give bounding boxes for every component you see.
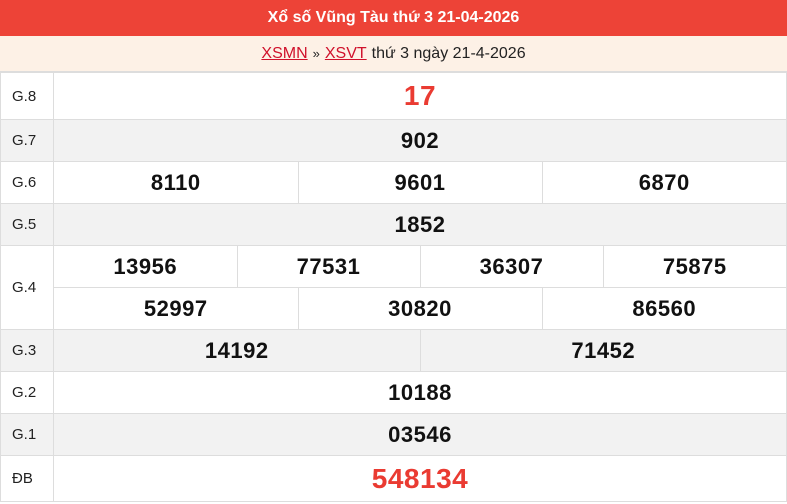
prize-label: G.1 [0,413,54,456]
prize-number: 8110 [150,169,201,195]
results-table: G.8 17 G.7 902 G.6 8110 9601 6870 G.5 18… [0,72,787,502]
prize-number: 03546 [53,413,787,456]
prize-number: 30820 [297,287,542,329]
prize-row-g7: G.7 902 [0,119,787,162]
prize-number: 71452 [419,330,786,371]
breadcrumb-separator: » [312,46,320,61]
prize-number: 14192 [54,330,420,371]
prize-label: G.8 [0,72,54,120]
prize-number: 52997 [143,295,208,321]
prize-label: ĐB [0,455,54,502]
prize-row-g5: G.5 1852 [0,203,787,246]
prize-number: 9601 [297,162,542,203]
prize-number: 36307 [419,246,603,287]
prize-label: G.7 [0,119,54,162]
prize-row-g8: G.8 17 [0,72,787,120]
prize-number: 17 [53,72,787,120]
prize-number: 75875 [602,246,786,287]
prize-label: G.2 [0,371,54,414]
prize-row-g6: G.6 8110 9601 6870 [0,161,787,204]
prize-number: 86560 [541,287,786,329]
prize-row-g2: G.2 10188 [0,371,787,414]
prize-number: 6870 [541,162,786,203]
prize-row-g1: G.1 03546 [0,413,787,456]
prize-label: G.6 [0,161,54,204]
prize-label: G.4 [0,245,54,330]
breadcrumb: XSMN » XSVT thứ 3 ngày 21-4-2026 [0,36,787,72]
prize-number: 13956 [113,253,178,279]
prize-row-g3: G.3 14192 71452 [0,329,787,372]
prize-number: 77531 [236,246,420,287]
prize-label: G.3 [0,329,54,372]
prize-row-g4: G.4 13956 77531 36307 75875 52997 30820 … [0,245,787,330]
prize-number: 10188 [53,371,787,414]
breadcrumb-date: thứ 3 ngày 21-4-2026 [371,44,526,62]
breadcrumb-link-xsmn[interactable]: XSMN [261,44,308,62]
prize-row-special: ĐB 548134 [0,455,787,502]
page-title: Xổ số Vũng Tàu thứ 3 21-04-2026 [0,0,787,36]
breadcrumb-link-xsvt[interactable]: XSVT [324,44,367,62]
special-prize-number: 548134 [53,455,787,502]
prize-number: 902 [53,119,787,162]
prize-label: G.5 [0,203,54,246]
prize-number: 1852 [53,203,787,246]
